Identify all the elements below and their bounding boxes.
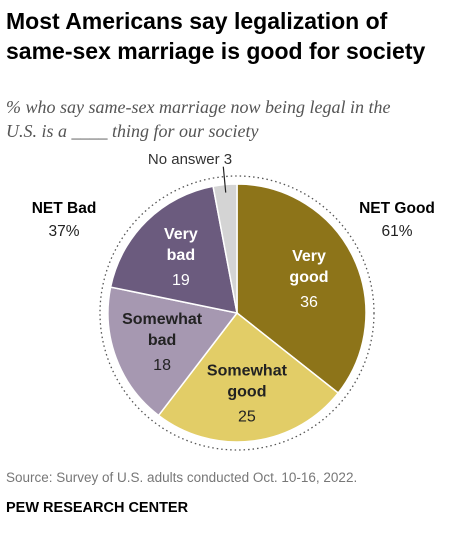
chart-subtitle: % who say same-sex marriage now being le…	[6, 95, 468, 143]
slice-label-somewhat-good-line-1: Somewhat	[207, 362, 288, 379]
subtitle-line-2: U.S. is a ____ thing for our society	[6, 121, 259, 141]
slice-label-very-bad-line-2: bad	[167, 247, 195, 264]
organization-name: PEW RESEARCH CENTER	[6, 500, 189, 516]
chart-title: Most Americans say legalization of same-…	[6, 6, 468, 66]
no-answer-leader-line	[222, 166, 227, 193]
slice-value-somewhat-bad: 18	[153, 357, 171, 374]
source-note: Source: Survey of U.S. adults conducted …	[6, 470, 358, 485]
pie-slice-somewhat-good	[157, 311, 340, 443]
pie-outer-ring	[99, 175, 375, 451]
pie-slice-very-bad	[109, 185, 238, 314]
slice-label-very-good-line-2: good	[289, 269, 328, 286]
slice-label-somewhat-bad-line-2: bad	[148, 332, 176, 349]
slice-value-very-good: 36	[300, 294, 318, 311]
net-good-value: 61%	[381, 223, 412, 240]
subtitle-line-1: % who say same-sex marriage now being le…	[6, 97, 391, 117]
title-line-1: Most Americans say legalization of	[6, 8, 388, 34]
net-good-label: NET Good	[359, 200, 435, 217]
no-answer-label: No answer 3	[148, 151, 232, 168]
net-bad-value: 37%	[48, 223, 79, 240]
pie-slice-somewhat-bad	[107, 286, 239, 417]
slice-value-very-bad: 19	[172, 272, 190, 289]
slice-label-somewhat-bad-line-1: Somewhat	[122, 311, 203, 328]
title-line-2: same-sex marriage is good for society	[6, 38, 426, 64]
slice-value-somewhat-good: 25	[238, 408, 256, 425]
pie-slice-very-good	[236, 183, 367, 395]
net-bad-label: NET Bad	[32, 200, 97, 217]
slice-label-very-good-line-1: Very	[292, 248, 326, 265]
slice-label-very-bad-line-1: Very	[164, 226, 198, 243]
slice-label-somewhat-good-line-2: good	[227, 383, 266, 400]
